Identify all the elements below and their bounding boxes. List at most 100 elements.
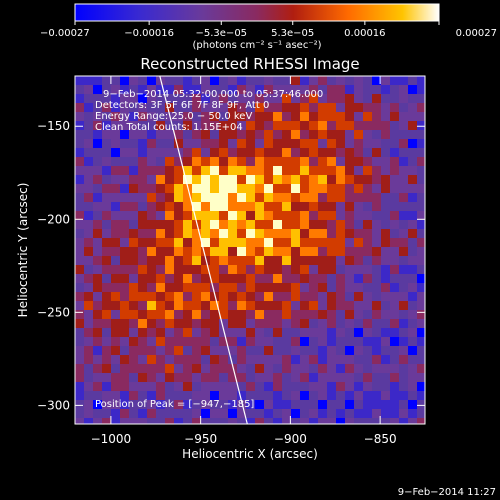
colorbar-tick-label: −0.00027	[40, 28, 90, 39]
heatmap-cell	[156, 409, 166, 419]
heatmap-cell	[399, 409, 409, 419]
heatmap-cell	[102, 292, 112, 302]
heatmap-cell	[390, 175, 400, 185]
heatmap-cell	[138, 148, 148, 158]
heatmap-cell	[381, 337, 391, 347]
heatmap-cell	[129, 319, 139, 329]
heatmap-cell	[228, 310, 238, 320]
heatmap-cell	[291, 94, 301, 104]
heatmap-cell	[273, 382, 283, 392]
heatmap-cell	[111, 247, 121, 257]
heatmap-cell	[309, 346, 319, 356]
heatmap-cell	[327, 202, 337, 212]
heatmap-cell	[120, 94, 130, 104]
heatmap-cell	[165, 373, 175, 383]
heatmap-cell	[390, 112, 400, 122]
heatmap-cell	[165, 310, 175, 320]
heatmap-cell	[291, 346, 301, 356]
heatmap-cell	[174, 175, 184, 185]
heatmap-cell	[264, 175, 274, 185]
heatmap-cell	[363, 382, 373, 392]
heatmap-cell	[93, 283, 103, 293]
heatmap-cell	[111, 355, 121, 365]
heatmap-cell	[147, 130, 157, 140]
heatmap-cell	[120, 319, 130, 329]
heatmap-cell	[336, 373, 346, 383]
heatmap-cell	[417, 346, 425, 356]
heatmap-cell	[75, 229, 85, 239]
heatmap-cell	[363, 238, 373, 248]
heatmap-cell	[192, 229, 202, 239]
heatmap-cell	[228, 184, 238, 194]
heatmap-cell	[120, 283, 130, 293]
heatmap-cell	[120, 256, 130, 266]
heatmap-cell	[255, 121, 265, 131]
heatmap-cell	[111, 328, 121, 338]
heatmap-cell	[300, 85, 310, 95]
heatmap-cell	[381, 202, 391, 212]
heatmap-cell	[399, 301, 409, 311]
heatmap-cell	[120, 202, 130, 212]
heatmap-cell	[363, 85, 373, 95]
heatmap-cell	[120, 148, 130, 158]
heatmap-cell	[75, 418, 85, 424]
heatmap-cell	[255, 175, 265, 185]
heatmap-cell	[354, 247, 364, 257]
heatmap-cell	[84, 400, 94, 410]
heatmap-cell	[237, 319, 247, 329]
heatmap-cell	[282, 346, 292, 356]
heatmap-cell	[102, 94, 112, 104]
heatmap-cell	[282, 418, 292, 424]
heatmap-cell	[264, 193, 274, 203]
heatmap-cell	[210, 130, 220, 140]
heatmap-cell	[372, 310, 382, 320]
heatmap-cell	[228, 382, 238, 392]
heatmap-cell	[111, 409, 121, 419]
heatmap-cell	[246, 238, 256, 248]
heatmap-cell	[399, 355, 409, 365]
heatmap-cell	[165, 166, 175, 176]
heatmap-cell	[291, 193, 301, 203]
heatmap-cell	[84, 274, 94, 284]
heatmap-cell	[282, 148, 292, 158]
heatmap-cell	[147, 256, 157, 266]
heatmap-cell	[372, 220, 382, 230]
heatmap-cell	[291, 292, 301, 302]
heatmap-cell	[399, 337, 409, 347]
heatmap-cell	[219, 139, 229, 149]
heatmap-cell	[354, 382, 364, 392]
heatmap-cell	[417, 256, 425, 266]
heatmap-cell	[318, 76, 328, 86]
heatmap-cell	[75, 274, 85, 284]
heatmap-cell	[228, 94, 238, 104]
heatmap-cell	[156, 256, 166, 266]
heatmap-cell	[408, 193, 418, 203]
heatmap-cell	[336, 166, 346, 176]
heatmap-cell	[345, 112, 355, 122]
heatmap-cell	[129, 391, 139, 401]
heatmap-cell	[300, 382, 310, 392]
heatmap-cell	[138, 319, 148, 329]
heatmap-cell	[174, 112, 184, 122]
heatmap-cell	[336, 130, 346, 140]
heatmap-cell	[309, 175, 319, 185]
heatmap-cell	[75, 292, 85, 302]
heatmap-cell	[345, 202, 355, 212]
heatmap-cell	[219, 112, 229, 122]
heatmap-cell	[381, 175, 391, 185]
heatmap-cell	[318, 211, 328, 221]
heatmap-cell	[201, 274, 211, 284]
heatmap-cell	[408, 166, 418, 176]
heatmap-cell	[75, 337, 85, 347]
heatmap-cell	[255, 148, 265, 158]
heatmap-cell	[210, 238, 220, 248]
heatmap-cell	[327, 139, 337, 149]
heatmap-cell	[417, 85, 425, 95]
heatmap-cell	[147, 283, 157, 293]
heatmap-cell	[210, 373, 220, 383]
heatmap-cell	[363, 202, 373, 212]
heatmap-cell	[102, 418, 112, 424]
heatmap-cell	[228, 373, 238, 383]
heatmap-cell	[372, 382, 382, 392]
heatmap-cell	[93, 175, 103, 185]
